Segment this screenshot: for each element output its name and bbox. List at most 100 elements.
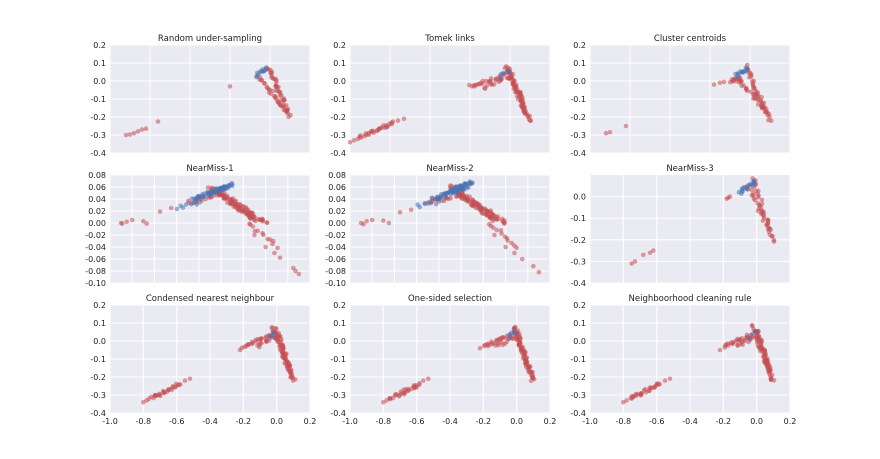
y-tick-label: 0.1 bbox=[93, 59, 106, 68]
data-point bbox=[749, 331, 755, 337]
data-point bbox=[499, 339, 504, 345]
data-point bbox=[519, 256, 525, 262]
data-point bbox=[153, 393, 159, 399]
data-point bbox=[176, 382, 182, 388]
data-point bbox=[491, 82, 497, 87]
y-tick-label: 0.2 bbox=[573, 41, 586, 50]
data-point bbox=[390, 119, 396, 124]
data-point bbox=[123, 132, 129, 138]
data-point bbox=[227, 84, 233, 89]
data-point bbox=[270, 241, 275, 247]
y-tick-label: 0.02 bbox=[88, 207, 106, 216]
data-point bbox=[283, 103, 289, 108]
y-tick-label: 0.2 bbox=[93, 301, 106, 310]
y-tick-label: -0.3 bbox=[330, 131, 346, 140]
data-point bbox=[492, 232, 497, 238]
data-point bbox=[282, 356, 287, 361]
data-point bbox=[518, 89, 524, 95]
data-point bbox=[755, 195, 761, 200]
data-point bbox=[259, 340, 264, 346]
data-point bbox=[755, 208, 761, 214]
data-point bbox=[752, 197, 758, 203]
y-tick-label: -0.08 bbox=[85, 267, 106, 276]
data-point bbox=[430, 196, 435, 201]
data-point bbox=[289, 368, 294, 373]
data-point bbox=[500, 70, 506, 76]
data-point bbox=[381, 218, 386, 223]
y-tick-label: -0.1 bbox=[90, 355, 106, 364]
y-tick-label: -0.02 bbox=[325, 231, 346, 240]
data-point bbox=[270, 330, 276, 336]
data-point bbox=[157, 392, 162, 398]
data-point bbox=[632, 259, 638, 264]
data-point bbox=[141, 218, 146, 224]
data-point bbox=[717, 80, 723, 86]
y-tick-label: 0.1 bbox=[573, 319, 586, 328]
subplot-title: NearMiss-1 bbox=[186, 164, 233, 174]
y-tick-label: -0.1 bbox=[330, 95, 346, 104]
data-point bbox=[745, 88, 750, 94]
data-point bbox=[759, 197, 765, 203]
y-tick-label: -0.1 bbox=[90, 95, 106, 104]
y-tick-label: -0.04 bbox=[85, 243, 106, 252]
data-point bbox=[531, 263, 536, 269]
data-point bbox=[498, 75, 503, 81]
data-point bbox=[255, 228, 260, 234]
data-point bbox=[769, 377, 774, 382]
y-tick-label: -0.06 bbox=[325, 255, 346, 264]
y-tick-label: -0.4 bbox=[330, 409, 346, 418]
data-point bbox=[265, 220, 270, 226]
data-point bbox=[607, 130, 613, 135]
data-point bbox=[393, 391, 399, 397]
data-point bbox=[464, 181, 469, 187]
data-point bbox=[408, 207, 414, 213]
y-tick-label: -0.3 bbox=[330, 391, 346, 400]
subplot-7: -0.4 -0.3 -0.2 -0.1 0.0 0.1 0.2 -1.0 -0.8 -0.6 -0.… bbox=[90, 294, 316, 426]
x-tick-label: -0.6 bbox=[409, 417, 425, 426]
y-tick-label: -0.4 bbox=[570, 149, 586, 158]
y-tick-label: 0.1 bbox=[93, 319, 106, 328]
data-point bbox=[523, 356, 529, 361]
data-point bbox=[651, 248, 656, 253]
y-tick-label: 0.0 bbox=[333, 77, 346, 86]
data-point bbox=[277, 93, 283, 98]
data-point bbox=[361, 221, 366, 227]
x-tick-label: -0.2 bbox=[476, 417, 492, 426]
data-point bbox=[643, 386, 648, 392]
y-tick-label: 0.02 bbox=[328, 207, 346, 216]
y-tick-label: -0.3 bbox=[90, 391, 106, 400]
data-point bbox=[252, 232, 257, 238]
data-point bbox=[260, 219, 265, 224]
data-point bbox=[667, 376, 673, 382]
data-point bbox=[426, 376, 431, 382]
data-point bbox=[766, 368, 772, 374]
data-point bbox=[252, 215, 257, 220]
subplot-title: Random under-sampling bbox=[158, 34, 262, 44]
data-point bbox=[390, 395, 396, 401]
data-point bbox=[182, 378, 188, 383]
y-tick-label: 0.2 bbox=[333, 301, 346, 310]
data-point bbox=[760, 218, 766, 224]
data-point bbox=[259, 77, 264, 83]
data-point bbox=[448, 196, 453, 201]
data-point bbox=[738, 78, 744, 83]
data-point bbox=[417, 204, 423, 210]
y-tick-label: 0.2 bbox=[93, 41, 106, 50]
y-tick-label: -0.2 bbox=[330, 113, 346, 122]
y-tick-label: 0.06 bbox=[328, 183, 346, 192]
data-point bbox=[749, 187, 755, 193]
y-tick-label: 0.0 bbox=[573, 77, 586, 86]
subplot-4: -0.10 -0.08 -0.06 -0.04 -0.02 0.00 0.02 0.04 0.0… bbox=[85, 164, 311, 288]
y-tick-label: -0.2 bbox=[570, 113, 586, 122]
data-point bbox=[528, 118, 533, 124]
data-point bbox=[131, 130, 137, 136]
y-tick-label: 0.2 bbox=[333, 41, 346, 50]
x-tick-label: -0.8 bbox=[136, 417, 152, 426]
data-point bbox=[157, 209, 163, 214]
data-point bbox=[364, 218, 369, 224]
x-tick-label: -0.8 bbox=[616, 417, 632, 426]
y-tick-label: -0.3 bbox=[570, 391, 586, 400]
data-point bbox=[275, 245, 280, 251]
data-point bbox=[371, 130, 377, 136]
y-tick-label: -0.02 bbox=[85, 231, 106, 240]
